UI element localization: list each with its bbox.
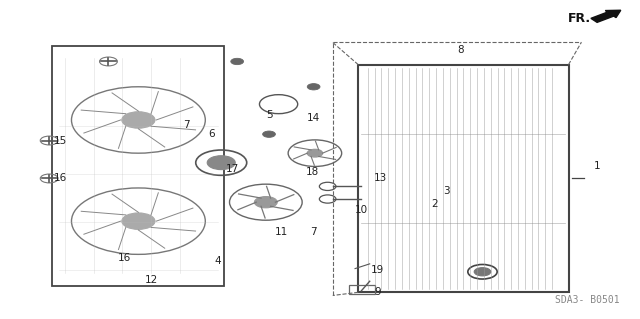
Circle shape: [307, 149, 323, 157]
Circle shape: [254, 197, 277, 208]
Text: 11: 11: [275, 227, 289, 237]
Text: 7: 7: [310, 227, 317, 237]
Text: 19: 19: [371, 265, 384, 275]
Text: 17: 17: [226, 164, 239, 174]
Text: FR.: FR.: [568, 12, 591, 25]
Bar: [358, 65, 568, 292]
Text: SDA3- B0501: SDA3- B0501: [555, 295, 620, 305]
Text: 15: 15: [54, 136, 67, 145]
FancyArrow shape: [591, 10, 621, 22]
Text: 3: 3: [443, 186, 449, 196]
Circle shape: [122, 112, 155, 128]
Text: 12: 12: [145, 275, 158, 285]
Text: 6: 6: [209, 129, 215, 139]
Text: 10: 10: [355, 205, 368, 215]
Text: 13: 13: [374, 174, 387, 183]
Text: 14: 14: [307, 113, 320, 123]
Bar: [52, 46, 225, 286]
Circle shape: [474, 268, 491, 276]
Text: 16: 16: [54, 174, 67, 183]
Text: 2: 2: [431, 199, 438, 209]
Circle shape: [231, 58, 244, 65]
Circle shape: [122, 213, 155, 229]
Text: 16: 16: [118, 253, 131, 263]
Text: 18: 18: [306, 167, 319, 177]
Text: 4: 4: [215, 256, 221, 266]
Text: 5: 5: [266, 110, 273, 120]
Text: 8: 8: [457, 45, 463, 56]
Bar: [349, 285, 376, 294]
Circle shape: [307, 84, 320, 90]
Text: 9: 9: [374, 287, 381, 297]
Circle shape: [262, 131, 275, 137]
Text: 1: 1: [594, 161, 600, 171]
Circle shape: [207, 156, 236, 170]
Text: 7: 7: [183, 120, 189, 130]
